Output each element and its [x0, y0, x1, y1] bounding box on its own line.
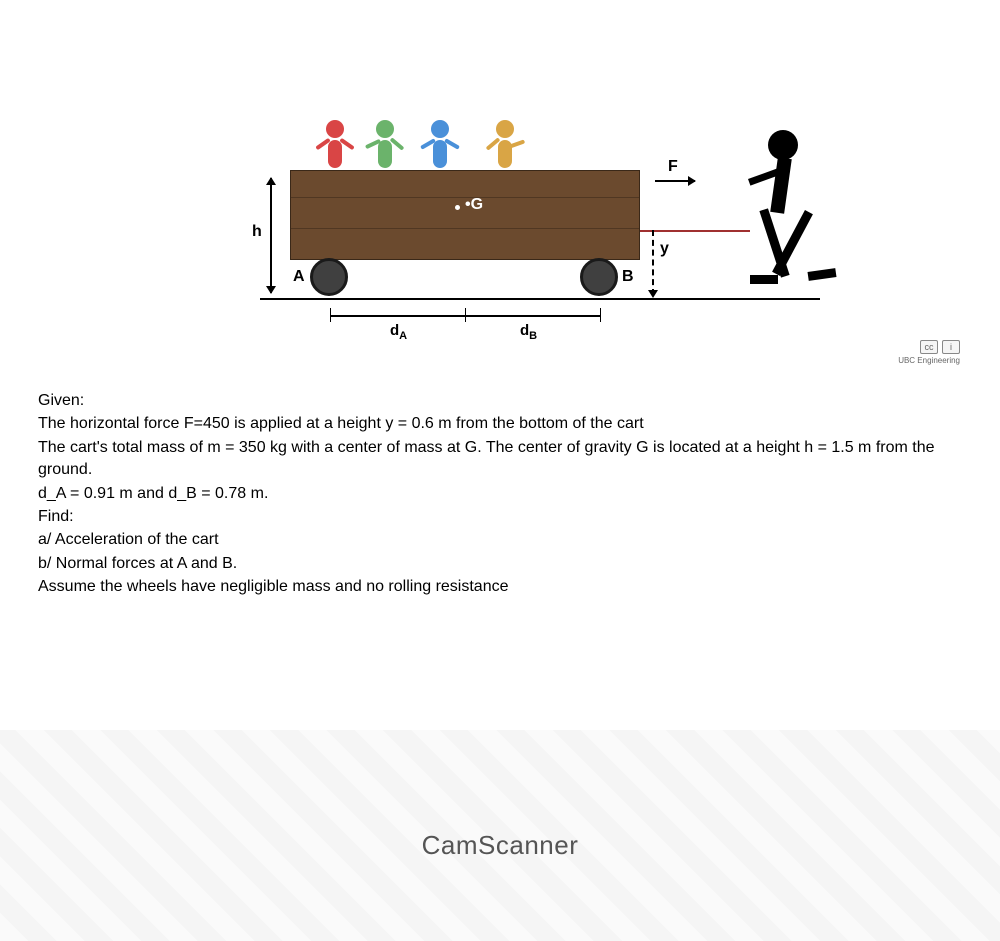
- dim-tick-left: [330, 308, 331, 322]
- y-dimension-arrow: [652, 230, 654, 295]
- dim-tick-right: [600, 308, 601, 322]
- find-a: a/ Acceleration of the cart: [38, 529, 962, 551]
- license-badge: cc i UBC Engineering: [898, 340, 960, 365]
- physics-diagram: •G A B h y F dA dB: [100, 100, 900, 360]
- find-heading: Find:: [38, 506, 962, 528]
- puller-figure: [730, 130, 850, 300]
- given-line-2: The cart's total mass of m = 350 kg with…: [38, 437, 962, 482]
- assume-line: Assume the wheels have negligible mass a…: [38, 576, 962, 598]
- kid-figure-4: [495, 120, 515, 170]
- y-label: y: [660, 240, 669, 258]
- find-b: b/ Normal forces at A and B.: [38, 553, 962, 575]
- wheel-a: [310, 258, 348, 296]
- cart-body: [290, 170, 640, 260]
- given-heading: Given:: [38, 390, 962, 412]
- dA-label: dA: [390, 322, 407, 342]
- camscanner-watermark: CamScanner: [0, 830, 1000, 861]
- wheel-b: [580, 258, 618, 296]
- kid-figure-3: [430, 120, 450, 170]
- f-label: F: [668, 158, 678, 176]
- wheel-b-label: B: [622, 268, 634, 286]
- dB-label: dB: [520, 322, 537, 342]
- problem-text: Given: The horizontal force F=450 is app…: [30, 390, 970, 599]
- info-icon: i: [942, 340, 960, 354]
- cc-icon: cc: [920, 340, 938, 354]
- force-arrow: [655, 180, 695, 182]
- given-line-3: d_A = 0.91 m and d_B = 0.78 m.: [38, 483, 962, 505]
- kid-figure-1: [325, 120, 345, 170]
- g-label: •G: [465, 196, 483, 214]
- wheel-a-label: A: [293, 268, 305, 286]
- dim-tick-mid: [465, 308, 466, 322]
- center-of-mass-dot: [455, 205, 460, 210]
- h-label: h: [252, 223, 262, 241]
- h-dimension-arrow: [270, 178, 272, 293]
- y-arrow-head: [648, 290, 658, 298]
- badge-text: UBC Engineering: [898, 356, 960, 365]
- given-line-1: The horizontal force F=450 is applied at…: [38, 413, 962, 435]
- kid-figure-2: [375, 120, 395, 170]
